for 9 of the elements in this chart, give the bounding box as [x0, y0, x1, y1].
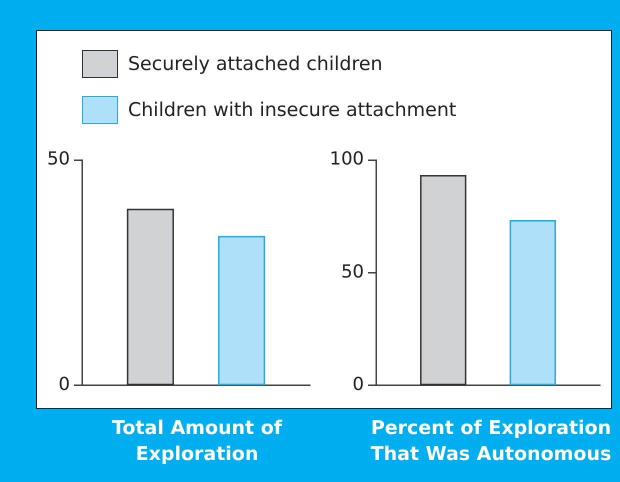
y-tick-label: 0: [58, 374, 70, 395]
legend-label: Securely attached children: [128, 53, 383, 75]
y-tick-label: 50: [47, 148, 70, 170]
y-tick-label: 50: [341, 261, 364, 282]
y-tick-label: 100: [330, 148, 364, 170]
x-axis-title: Percent of Exploration That Was Autonomous: [370, 416, 612, 467]
y-tick-label: 0: [352, 374, 364, 395]
legend-label: Children with insecure attachment: [128, 99, 456, 121]
x-axis-title: Total Amount of Exploration: [110, 416, 284, 467]
